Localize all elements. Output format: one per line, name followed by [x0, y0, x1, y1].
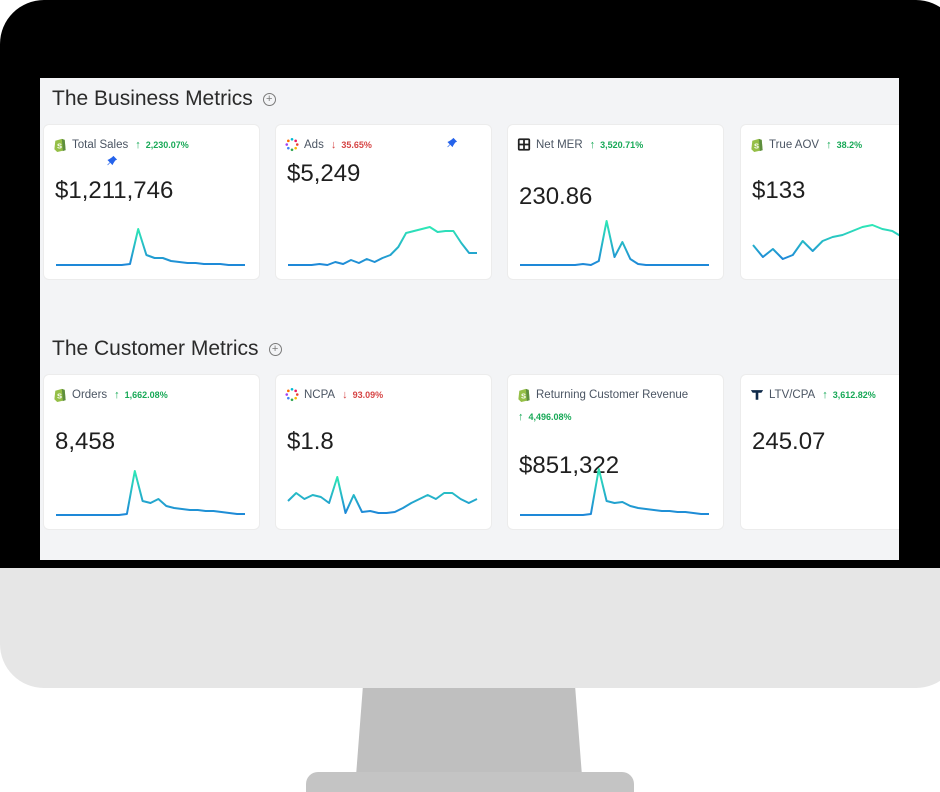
sparkline-series [752, 224, 899, 260]
ads-dots-icon [285, 137, 299, 152]
sparkline-series [288, 226, 477, 266]
monitor-stand-base [306, 772, 634, 792]
triple-whale-icon [750, 387, 764, 402]
shopify-icon: S [517, 387, 531, 402]
sparkline-chart [56, 228, 245, 266]
sparkline-chart [287, 476, 478, 514]
monitor-stand [356, 688, 582, 776]
trend-badge: ↓ 35.65% [331, 139, 372, 151]
trend-badge: ↑ 3,520.71% [590, 139, 644, 151]
metric-card-header: Net MER ↑ 3,520.71% [517, 137, 715, 152]
metric-card[interactable]: ↑ 4,496.08% S Returning Customer Revenue $85… [508, 375, 723, 529]
arrow-up-icon: ↑ [518, 411, 524, 423]
sparkline-series [56, 228, 245, 266]
dashboard-screen: The Business Metrics + The Customer Metr… [40, 78, 899, 560]
metric-card-header: NCPA ↓ 93.09% [285, 387, 483, 402]
trend-value: 4,496.08% [528, 412, 572, 422]
metric-value: $1.8 [287, 428, 334, 455]
trend-value: 38.2% [836, 139, 863, 150]
arrow-up-icon: ↑ [114, 388, 120, 401]
shopify-icon: S [750, 137, 764, 152]
trend-badge: ↑ 38.2% [826, 139, 862, 151]
metric-label: Returning Customer Revenue [536, 388, 689, 401]
svg-text:S: S [521, 391, 526, 400]
arrow-up-icon: ↑ [822, 388, 828, 401]
arrow-down-icon: ↓ [330, 138, 337, 151]
trend-value: 3,612.82% [832, 389, 876, 400]
metric-value: $133 [752, 177, 806, 204]
add-metric-icon[interactable]: + [262, 92, 276, 106]
section-title: The Business Metrics [52, 87, 253, 110]
metric-value: $5,249 [287, 160, 361, 187]
sparkline-chart [752, 224, 899, 260]
sparkline-series [287, 476, 478, 514]
sparkline-chart [56, 470, 245, 516]
metric-card-header: LTV/CPA ↑ 3,612.82% [750, 387, 899, 402]
metric-card[interactable]: S Orders ↑ 1,662.08% 8,458 [44, 375, 259, 529]
metric-label: Total Sales [72, 138, 129, 151]
metric-card-header: S Orders ↑ 1,662.08% [53, 387, 251, 402]
pin-icon[interactable] [107, 155, 118, 169]
svg-text:S: S [57, 141, 62, 150]
metric-card[interactable]: Net MER ↑ 3,520.71% 230.86 [508, 125, 723, 279]
trend-badge: ↑ 2,230.07% [135, 139, 189, 151]
shopify-icon: S [53, 137, 67, 152]
metric-card[interactable]: S Total Sales ↑ 2,230.07% $1,211,746 [44, 125, 259, 279]
metric-value: 245.07 [752, 428, 826, 455]
sparkline-chart [520, 468, 709, 516]
ads-dots-icon [285, 387, 299, 402]
metric-value: 8,458 [55, 428, 116, 455]
metric-card-header: Ads ↓ 35.65% [285, 137, 483, 152]
metric-card[interactable]: Ads ↓ 35.65% $5,249 [276, 125, 491, 279]
sparkline-chart [288, 226, 477, 266]
trend-badge: ↑ 3,612.82% [822, 389, 876, 401]
metric-card-header: S Returning Customer Revenue [517, 387, 715, 402]
sparkline-series [520, 220, 709, 266]
sparkline-series [56, 470, 245, 516]
arrow-up-icon: ↑ [589, 138, 596, 151]
metric-card-header: S Total Sales ↑ 2,230.07% [53, 137, 251, 152]
section-title: The Customer Metrics [52, 337, 259, 360]
shopify-icon: S [53, 387, 67, 402]
trend-value: 3,520.71% [600, 139, 644, 150]
trend-badge: ↓ 93.09% [342, 389, 383, 401]
metric-value: $851,322 [519, 452, 620, 479]
add-metric-icon[interactable]: + [268, 342, 282, 356]
metric-label: Ads [304, 138, 324, 151]
metric-card-header: S True AOV ↑ 38.2% [750, 137, 899, 152]
trend-value: 35.65% [341, 139, 372, 150]
metric-label: Net MER [536, 138, 583, 151]
metric-label: True AOV [769, 138, 820, 151]
trend-badge: ↑ 4,496.08% [518, 411, 572, 423]
section-business-metrics: The Business Metrics + [52, 87, 276, 111]
metric-card[interactable]: S True AOV ↑ 38.2% $133 [741, 125, 899, 279]
metric-label: LTV/CPA [769, 388, 816, 401]
arrow-down-icon: ↓ [342, 388, 348, 401]
trend-badge: ↑ 1,662.08% [114, 389, 168, 401]
metric-value: 230.86 [519, 183, 593, 210]
metric-card[interactable]: NCPA ↓ 93.09% $1.8 [276, 375, 491, 529]
svg-text:S: S [57, 391, 62, 400]
trend-value: 2,230.07% [145, 139, 189, 150]
calculator-icon [517, 137, 531, 152]
metric-value: $1,211,746 [55, 177, 174, 204]
metric-card[interactable]: LTV/CPA ↑ 3,612.82% 245.07 [741, 375, 899, 529]
pin-icon[interactable] [447, 137, 458, 151]
arrow-up-icon: ↑ [135, 138, 141, 151]
sparkline-series [520, 468, 709, 516]
sparkline-chart [520, 220, 709, 266]
metric-label: Orders [72, 388, 108, 401]
arrow-up-icon: ↑ [826, 138, 832, 151]
trend-value: 1,662.08% [124, 389, 168, 400]
trend-value: 93.09% [352, 389, 384, 400]
section-customer-metrics: The Customer Metrics + [52, 337, 282, 361]
metric-label: NCPA [304, 388, 336, 401]
svg-text:S: S [754, 141, 759, 150]
